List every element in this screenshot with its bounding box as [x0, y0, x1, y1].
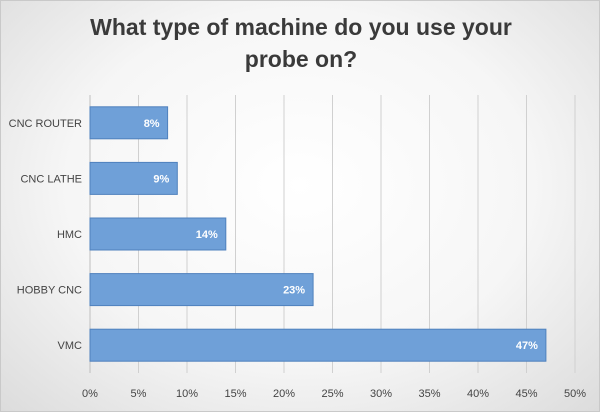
x-tick-label: 25%: [321, 388, 343, 400]
category-label: CNC LATHE: [20, 173, 82, 185]
chart-title: What type of machine do you use your pro…: [90, 14, 512, 72]
data-label: 9%: [153, 173, 169, 185]
x-tick-label: 45%: [515, 388, 537, 400]
x-tick-label: 5%: [131, 388, 147, 400]
bar: [89, 328, 547, 362]
data-label: 47%: [516, 340, 538, 352]
x-tick-label: 40%: [467, 388, 489, 400]
x-tick-label: 50%: [564, 388, 586, 400]
category-label: CNC ROUTER: [9, 118, 82, 130]
data-label: 8%: [144, 118, 160, 130]
x-tick-label: 30%: [370, 388, 392, 400]
bar: [89, 161, 178, 195]
bar: [89, 217, 227, 251]
bar: [89, 273, 314, 307]
bar: [89, 106, 169, 140]
category-label: VMC: [58, 340, 83, 352]
category-label: HOBBY CNC: [17, 285, 82, 297]
x-tick-label: 35%: [418, 388, 440, 400]
x-tick-label: 10%: [176, 388, 198, 400]
category-label: HMC: [57, 229, 82, 241]
data-label: 23%: [283, 285, 305, 297]
x-tick-label: 0%: [82, 388, 98, 400]
data-label: 14%: [196, 229, 218, 241]
x-tick-label: 20%: [273, 388, 295, 400]
x-tick-label: 15%: [224, 388, 246, 400]
